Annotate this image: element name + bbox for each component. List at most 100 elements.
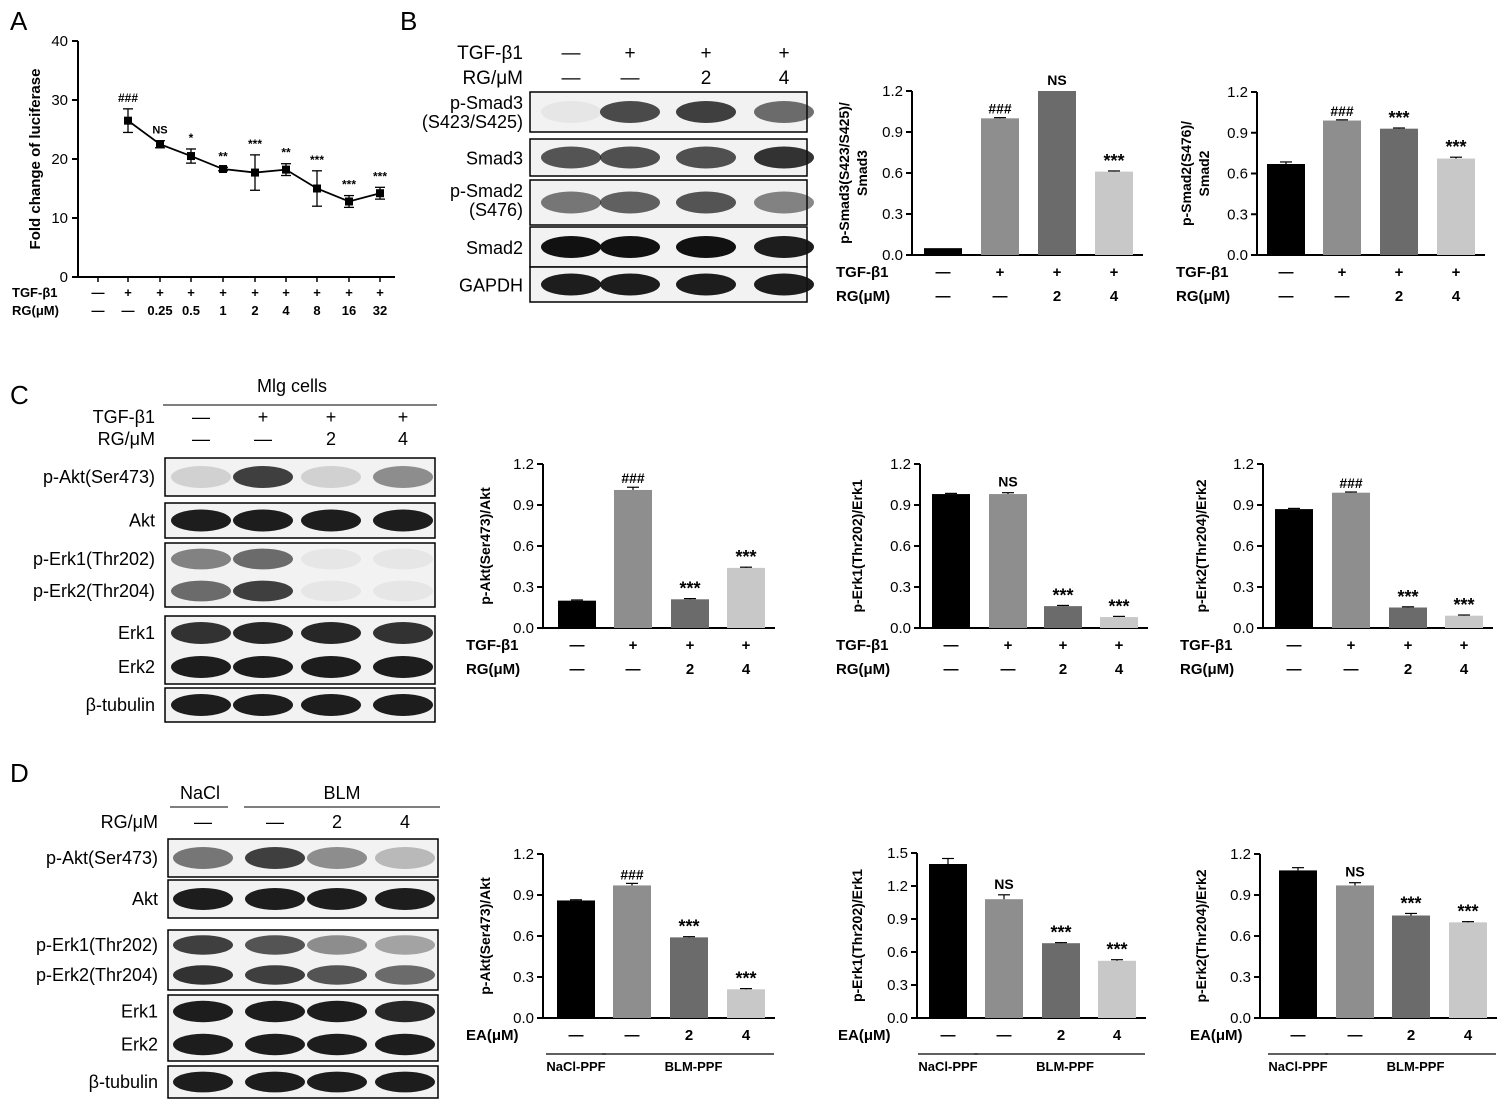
c2-y-tick-label: 0.0	[890, 620, 911, 637]
c1-y-axis-label: p-Akt(Ser473)/Akt	[477, 487, 493, 605]
b1-significance-label: NS	[1047, 72, 1066, 88]
c1-treatment-label: RG(μM)	[466, 661, 520, 678]
a-treatment-value: —	[122, 303, 135, 318]
d-box-2-band	[245, 935, 305, 955]
a-significance-label: **	[281, 146, 291, 160]
d1-treatment-label: EA(μM)	[466, 1027, 519, 1044]
b-treatment-value: —	[562, 68, 581, 89]
d2-treatment-value: 2	[1057, 1027, 1065, 1044]
d-box-2-band	[173, 935, 233, 955]
d3-treatment-value: 4	[1464, 1027, 1473, 1044]
b2-treatment-value: 4	[1452, 288, 1461, 305]
c-box-2-band	[373, 580, 433, 602]
c-box-3-band	[171, 622, 231, 644]
a-treatment-label: TGF-β1	[12, 285, 58, 300]
d1-significance-label: ***	[678, 917, 699, 937]
c1-bar	[727, 567, 765, 628]
c2-treatment-label: RG(μM)	[836, 661, 890, 678]
c-box-4-band	[171, 694, 231, 716]
c1-treatment-label: TGF-β1	[466, 637, 519, 654]
d3-y-axis-label: p-Erk2(Thr204)/Erk2	[1193, 869, 1209, 1002]
d1-y-tick-label: 0.9	[513, 887, 534, 904]
d-box-1-band	[173, 888, 233, 910]
c-box-2-band	[373, 548, 433, 570]
c1-significance-label: ***	[735, 547, 756, 567]
c1-treatment-value: —	[570, 661, 585, 678]
b2-significance-label: ***	[1388, 108, 1409, 128]
c3-bar	[1389, 607, 1427, 628]
d-box-3-band	[307, 1033, 367, 1056]
c3-y-tick-label: 0.0	[1233, 620, 1254, 637]
c2-treatment-value: +	[1059, 637, 1068, 654]
b2-treatment-label: RG(μM)	[1176, 288, 1230, 305]
b-row-3-band	[754, 236, 814, 258]
b1-treatment-label: RG(μM)	[836, 288, 890, 305]
a-data-point	[313, 184, 321, 193]
b1-treatment-value: —	[993, 288, 1008, 305]
c-row-label: Erk2	[118, 657, 155, 677]
d2-treatment-value: —	[941, 1027, 956, 1044]
d-box-3-band	[173, 1033, 233, 1056]
c1-bar	[614, 489, 652, 628]
a-treatment-value: 2	[251, 303, 258, 318]
d2-y-tick-label: 0.3	[887, 977, 908, 994]
a-treatment-value: +	[345, 285, 353, 300]
c1-significance-label: ###	[621, 470, 645, 486]
b2-y-tick-label: 0.9	[1227, 125, 1248, 142]
c1-y-tick-label: 1.2	[513, 456, 534, 473]
d-row-label: β-tubulin	[89, 1072, 158, 1092]
b-treatment-label: RG/μM	[462, 68, 523, 89]
b1-y-tick-label: 1.2	[882, 83, 903, 100]
d3-treatment-value: 2	[1407, 1027, 1415, 1044]
c-row-label: β-tubulin	[86, 695, 155, 715]
a-y-axis-label: Fold change of luciferase	[27, 69, 44, 250]
panel-letter-a: A	[10, 6, 28, 36]
c3-bar	[1275, 509, 1313, 628]
d-treatment-label: RG/μM	[101, 812, 158, 832]
a-treatment-value: —	[92, 285, 105, 300]
b-row-2-band	[600, 191, 660, 214]
a-treatment-value: +	[124, 285, 132, 300]
b-row-3-band	[600, 236, 660, 258]
c-box-0-band	[171, 466, 231, 488]
c3-treatment-value: —	[1344, 661, 1359, 678]
c3-treatment-value: —	[1287, 637, 1302, 654]
b1-treatment-value: 2	[1053, 288, 1061, 305]
d3-treatment-value: —	[1291, 1027, 1306, 1044]
b1-bar	[924, 248, 962, 255]
d3-treatment-label: EA(μM)	[1190, 1027, 1243, 1044]
c-box-3-band	[373, 622, 433, 644]
b2-bar	[1323, 120, 1361, 256]
d-box-4-band	[375, 1071, 435, 1093]
d-box-2-band	[245, 965, 305, 985]
a-significance-label: *	[189, 131, 194, 145]
c2-treatment-value: +	[1115, 637, 1124, 654]
b-row-4-band	[541, 273, 601, 296]
c1-treatment-value: +	[742, 637, 751, 654]
d1-y-tick-label: 0.0	[513, 1010, 534, 1027]
c2-y-tick-label: 0.9	[890, 497, 911, 514]
c-treatment-value: —	[192, 407, 210, 427]
b2-y-axis-label: p-Smad2(S476)/	[1178, 121, 1194, 226]
d-box-2-band	[375, 965, 435, 985]
b-treatment-value: +	[700, 43, 711, 64]
d2-treatment-label: EA(μM)	[838, 1027, 891, 1044]
d2-y-tick-label: 0.6	[887, 944, 908, 961]
b1-treatment-value: +	[996, 264, 1005, 281]
c2-treatment-value: 2	[1059, 661, 1067, 678]
c-row-label: p-Akt(Ser473)	[43, 467, 155, 487]
c2-bar	[932, 494, 970, 628]
c-treatment-value: —	[254, 429, 272, 449]
c-treatment-value: +	[258, 407, 269, 427]
d-row-label: Erk1	[121, 1002, 158, 1022]
d2-bar	[1098, 960, 1136, 1018]
d3-bar	[1336, 885, 1374, 1018]
d2-y-tick-label: 1.5	[887, 845, 908, 862]
b-row-0-band	[754, 101, 814, 123]
c1-treatment-value: 2	[686, 661, 694, 678]
c-treatment-value: +	[326, 407, 337, 427]
c-treatment-label: RG/μM	[98, 429, 155, 449]
a-data-point	[219, 165, 227, 174]
d-row-label: p-Erk1(Thr202)	[36, 935, 158, 955]
c-treatment-value: —	[192, 429, 210, 449]
